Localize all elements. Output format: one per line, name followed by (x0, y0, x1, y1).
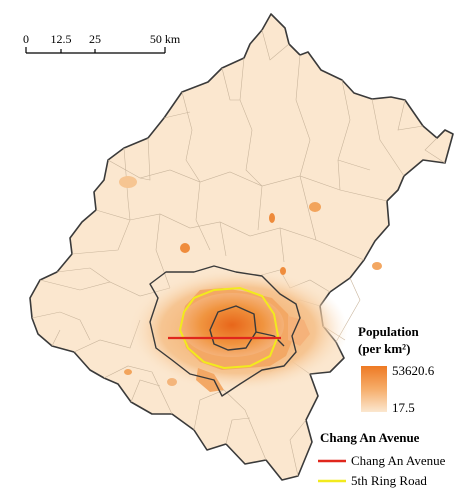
scale-tick-50km: 50 km (150, 32, 181, 46)
scale-bar: 0 12.5 25 50 km (23, 32, 181, 54)
beijing-boundary (29, 13, 454, 481)
population-color-ramp (361, 366, 387, 412)
road-legend-title: Chang An Avenue (320, 430, 420, 445)
scale-tick-12-5: 12.5 (51, 32, 72, 46)
scale-tick-25: 25 (89, 32, 101, 46)
legend-label-5th-ring: 5th Ring Road (351, 473, 427, 488)
population-legend-unit: (per km²) (358, 341, 410, 356)
road-legend: Chang An Avenue Chang An Avenue 5th Ring… (318, 430, 446, 488)
district-boundaries (149, 265, 301, 397)
population-max-label: 53620.6 (392, 363, 435, 378)
population-legend-title: Population (358, 324, 419, 339)
legend-label-chang-an: Chang An Avenue (351, 453, 446, 468)
scale-tick-0: 0 (23, 32, 29, 46)
population-legend: Population (per km²) 53620.6 17.5 (358, 324, 435, 415)
fifth-ring-road (178, 286, 280, 370)
urban-density (128, 268, 348, 392)
population-min-label: 17.5 (392, 400, 415, 415)
